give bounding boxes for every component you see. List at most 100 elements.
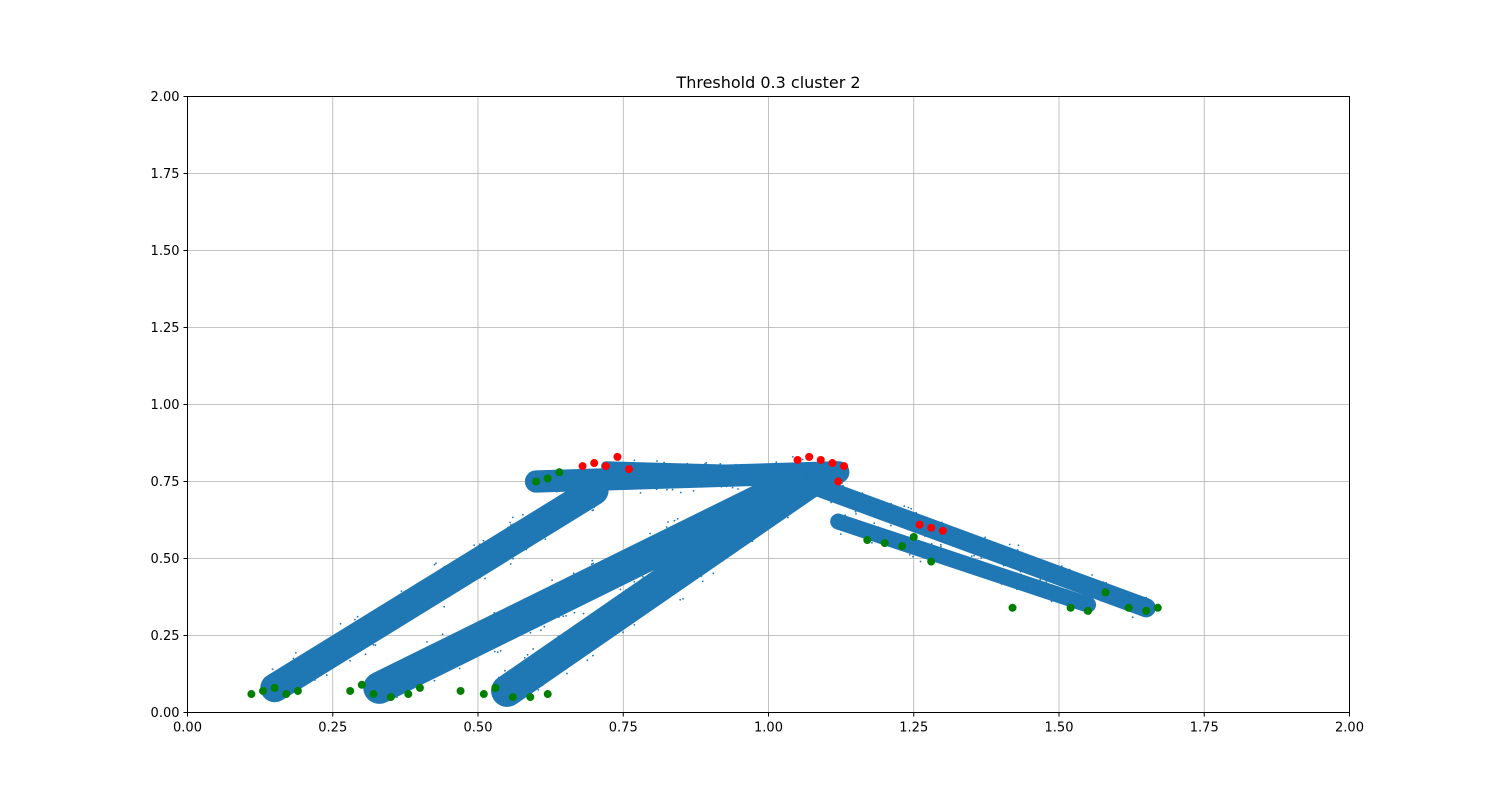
trajectory-point [1034,582,1037,584]
trajectory-point [305,661,308,663]
trajectory-point [746,480,749,482]
trajectory-point [687,569,690,572]
trajectory-point [680,467,682,469]
trajectory-point [379,612,382,614]
trajectory-point [492,633,495,636]
trajectory-point [414,679,417,682]
trajectory-point [787,516,789,519]
trajectory-point [719,466,721,468]
trajectory-point [629,601,631,603]
trajectory-point [1073,601,1075,604]
trajectory-point [782,472,784,475]
trajectory-point [1133,593,1136,596]
trajectory-point [460,567,463,570]
trajectory-point [1016,562,1019,565]
trajectory-point [503,553,506,555]
trajectory-point [493,554,496,557]
trajectory-point [660,544,663,547]
trajectory-point [1005,559,1008,561]
trajectory-point [985,567,988,569]
trajectory-point [557,650,559,653]
trajectory-point [1023,577,1026,580]
trajectory-point [804,476,806,479]
trajectory-point [446,654,449,656]
trajectory-point [982,562,984,565]
trajectory-point [969,560,972,563]
trajectory-point [1037,581,1039,583]
trajectory-point [702,465,704,467]
trajectory-point [554,510,557,512]
trajectory-point [301,678,304,681]
trajectory-point [412,608,415,611]
trajectory-point [769,471,772,474]
trajectory-point [980,569,983,572]
trajectory-point [537,540,540,542]
trajectory-point [889,539,892,542]
trajectory-point [936,535,939,538]
trajectory-point [1035,564,1037,567]
trajectory-point [563,486,565,488]
trajectory-point [860,506,862,508]
trajectory-point [552,584,555,587]
trajectory-point [462,566,464,568]
trajectory-point [885,507,888,510]
trajectory-point [509,677,512,679]
trajectory-point [1085,588,1087,591]
trajectory-point [559,523,562,526]
trajectory-point [584,494,586,497]
trajectory-point [1112,588,1114,591]
trajectory-point [827,488,830,491]
trajectory-point [433,563,436,566]
trajectory-point [587,504,589,507]
trajectory-point [517,668,520,671]
trajectory-point [784,512,787,514]
trajectory-point [686,483,689,486]
trajectory-point [648,462,651,465]
trajectory-point [1113,603,1115,606]
trajectory-point [533,536,536,539]
trajectory-point [419,663,422,665]
trajectory-point [838,527,841,530]
trajectory-point [635,583,638,586]
trajectory-point [862,528,865,530]
trajectory-point [573,513,576,516]
trajectory-point [719,470,722,473]
trajectory-point [1006,561,1009,564]
trajectory-point [848,521,851,524]
trajectory-point [587,569,589,572]
trajectory-point [475,569,477,572]
trajectory-point [573,659,576,661]
trajectory-point [884,504,886,507]
trajectory-point [662,549,665,552]
trajectory-point [1019,570,1022,573]
trajectory-point [305,662,307,665]
trajectory-point [487,638,490,641]
trajectory-point [521,533,523,536]
trajectory-point [550,654,553,656]
trajectory-point [486,563,489,566]
trajectory-point [314,679,316,681]
trajectory-point [571,589,573,592]
trajectory-point [925,526,927,529]
trajectory-point [451,652,454,655]
trajectory-point [890,507,892,510]
trajectory-point [571,498,574,501]
trajectory-point [1137,600,1140,602]
trajectory-point [530,609,533,612]
trajectory-point [612,476,615,478]
trajectory-point [759,481,762,484]
trajectory-point [323,642,325,645]
trajectory-point [396,606,399,609]
trajectory-point [548,608,550,611]
trajectory-point [619,561,622,564]
trajectory-point [270,676,272,679]
trajectory-point [741,468,744,471]
trajectory-point [674,471,677,474]
x-tick-label: 1.25 [899,721,928,736]
trajectory-point [890,502,892,505]
trajectory-point [1018,577,1021,579]
trajectory-point [632,558,635,560]
trajectory-point [337,651,340,654]
trajectory-point [628,590,631,593]
trajectory-point [703,540,705,542]
